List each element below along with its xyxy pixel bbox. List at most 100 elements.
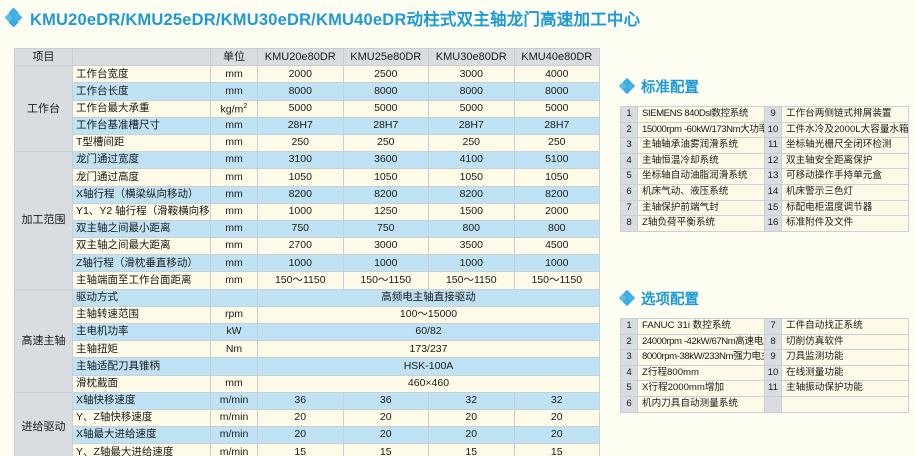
spec-value-merged: 100～15000 <box>257 305 600 325</box>
spec-row: 双主轴之间最大距离 mm 2700 3000 3500 4500 <box>15 237 600 256</box>
spec-value: 8200 <box>513 185 600 204</box>
spec-value: 250 <box>513 133 600 153</box>
spec-value: 3100 <box>257 151 344 170</box>
standard-config-item-text: 主轴轴承油雾润滑系统 <box>637 137 765 154</box>
spec-unit: rpm <box>210 305 258 325</box>
standard-config-title: 标准配置 <box>641 80 699 96</box>
spec-value: 15 <box>513 443 600 456</box>
spec-row: Z轴行程（滑枕垂直移动） mm 1000 1000 1000 1000 <box>15 254 600 273</box>
spec-value: 8200 <box>428 185 515 204</box>
spec-value: 36 <box>257 391 344 410</box>
spec-unit: m/min <box>210 426 258 445</box>
spec-value: 750 <box>257 219 344 239</box>
optional-config-item-number: 3 <box>620 349 638 366</box>
standard-config-item-number: 6 <box>620 183 638 201</box>
spec-group-label: 进给驱动 <box>14 391 73 456</box>
standard-config-row: 6 机床气动、液压系统 14 机床警示三色灯 <box>620 183 909 201</box>
standard-config-table: 1 SIEMENS 840Dsl数控系统 9 工作台两侧链式排屑装置 2 15000rpm… <box>620 106 909 232</box>
spec-value: 3600 <box>342 151 429 170</box>
standard-config-item-number: 13 <box>764 168 782 185</box>
spec-column-header: KMU20e80DR <box>257 47 344 67</box>
spec-value-merged: 173/237 <box>257 340 600 359</box>
optional-config-table: 1 FANUC 31i 数控系统 7 工件自动找正系统 2 24000rpm -42kW/… <box>620 318 909 413</box>
spec-item-label: 滑枕截面 <box>72 374 211 393</box>
spec-item-label: T型槽间距 <box>72 133 211 153</box>
diamond-cluster-icon <box>618 289 636 307</box>
optional-config-item-number: 4 <box>620 364 638 382</box>
standard-config-item-number: 16 <box>764 215 782 232</box>
spec-column-header: 单位 <box>210 47 258 67</box>
spec-value: 5000 <box>428 99 515 118</box>
spec-value-merged: 高频电主轴直接驱动 <box>257 288 600 307</box>
standard-config-item-text: 工件水冷及2000L大容量水箱 <box>781 121 909 139</box>
spec-row: 工作台最大承重 kg/m2 5000 5000 5000 5000 <box>15 99 600 118</box>
spec-value: 1050 <box>257 168 344 187</box>
spec-row: 进给驱动 X轴快移速度 m/min 36 36 32 32 <box>14 391 600 456</box>
standard-config-section: 标准配置 1 SIEMENS 840Dsl数控系统 9 工作台两侧链式排屑装置 2 150… <box>618 76 909 232</box>
spec-value: 4500 <box>513 237 600 256</box>
page-title: KMU20eDR/KMU25eDR/KMU30eDR/KMU40eDR动柱式双主… <box>4 6 640 30</box>
optional-config-item-number: 6 <box>620 395 638 413</box>
spec-value: 15 <box>342 443 429 456</box>
spec-value: 150～1150 <box>257 271 344 290</box>
spec-value: 8000 <box>342 82 429 101</box>
spec-item-label: 双主轴之间最小距离 <box>72 219 211 239</box>
spec-unit: mm <box>210 185 258 204</box>
spec-value: 1050 <box>428 168 515 187</box>
optional-config-item-text: 24000rpm -42kW/67Nm高速电主轴 <box>637 333 765 351</box>
optional-config-item-number: 5 <box>620 380 638 397</box>
spec-value: 20 <box>428 426 515 445</box>
optional-config-item-number: 2 <box>620 333 638 351</box>
optional-config-item-text: Z行程800mm <box>637 364 765 382</box>
spec-value: 20 <box>257 408 344 428</box>
standard-config-item-text: 主轴保护前端气封 <box>637 199 765 217</box>
spec-value: 20 <box>513 426 600 445</box>
spec-item-label: Y1、Y2 轴行程（滑鞍横向移动） <box>72 202 211 221</box>
standard-config-item-text: Z轴负荷平衡系统 <box>637 215 765 232</box>
spec-group-label: 工作台 <box>14 65 73 153</box>
spec-row: 龙门通过高度 mm 1050 1050 1050 1050 <box>15 168 600 187</box>
spec-item-label: 工作台基准槽尺寸 <box>72 116 211 135</box>
optional-config-section: 选项配置 1 FANUC 31i 数控系统 7 工件自动找正系统 2 24000rpm -… <box>618 288 909 413</box>
spec-column-header: KMU30e80DR <box>428 47 515 67</box>
spec-item-label: Z轴行程（滑枕垂直移动） <box>72 254 211 273</box>
spec-row: Y、Z轴快移速度 m/min 20 20 20 20 <box>15 408 600 428</box>
spec-item-label: Y、Z轴快移速度 <box>72 408 211 428</box>
standard-config-row: 8 Z轴负荷平衡系统 16 标准附件及文件 <box>620 215 909 232</box>
optional-config-item-text: FANUC 31i 数控系统 <box>637 318 765 335</box>
spec-unit: mm <box>210 151 258 170</box>
optional-config-header: 选项配置 <box>618 288 908 309</box>
spec-item-label: 驱动方式 <box>72 288 211 307</box>
spec-row: 主电机功率 kW 60/82 <box>15 322 600 342</box>
spec-item-label: 龙门通过宽度 <box>72 151 211 170</box>
spec-unit: mm <box>210 254 258 273</box>
spec-value: 32 <box>428 391 515 410</box>
spec-value: 20 <box>257 426 344 445</box>
spec-value: 4000 <box>513 65 600 84</box>
optional-config-item-text: 切削仿真软件 <box>781 333 909 351</box>
spec-item-label: Y、Z轴最大进给速度 <box>72 443 211 456</box>
spec-item-label: 主轴端面至工作台面距离 <box>72 271 211 290</box>
spec-value: 1050 <box>513 168 600 187</box>
spec-value-merged: 60/82 <box>257 322 600 342</box>
spec-item-label: X轴行程（横梁纵向移动） <box>72 185 211 204</box>
spec-unit: mm <box>210 202 258 221</box>
standard-config-item-number: 4 <box>620 152 638 170</box>
standard-config-item-number: 8 <box>620 215 638 232</box>
spec-row: Y、Z轴最大进给速度 m/min 15 15 15 15 <box>15 443 600 456</box>
optional-config-title: 选项配置 <box>641 292 699 308</box>
optional-config-item-text: X行程2000mm增加 <box>637 380 765 397</box>
spec-value: 3000 <box>428 65 515 84</box>
spec-unit: mm <box>210 237 258 256</box>
spec-value: 1500 <box>428 202 515 221</box>
spec-value: 2700 <box>257 237 344 256</box>
standard-config-item-text: 可移动操作手持单元盒 <box>781 168 909 185</box>
standard-config-item-number: 5 <box>620 168 638 185</box>
spec-unit: kg/m2 <box>210 99 258 118</box>
spec-unit: mm <box>210 374 258 393</box>
optional-config-item-text: 刀具监测功能 <box>781 349 909 366</box>
spec-row: 加工范围 龙门通过宽度 mm 3100 3600 4100 5100 <box>14 151 600 290</box>
spec-row: 滑枕截面 mm 460×460 <box>15 374 600 393</box>
spec-value: 8000 <box>428 82 515 101</box>
spec-row: 工作台 工作台宽度 mm 2000 2500 3000 4000 <box>14 65 600 153</box>
